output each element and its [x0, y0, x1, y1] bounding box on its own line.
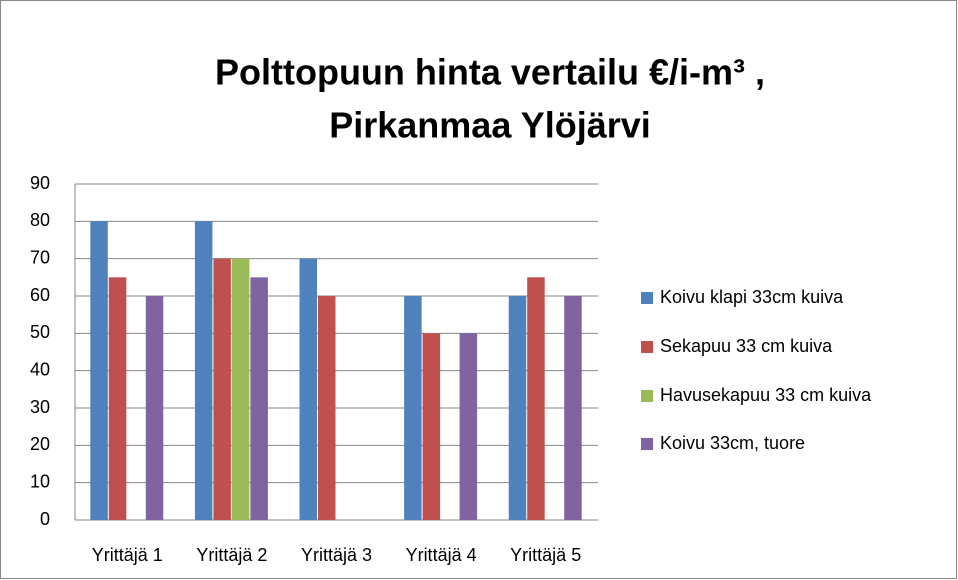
bar	[250, 277, 268, 520]
bar	[213, 258, 231, 520]
legend-label: Koivu 33cm, tuore	[660, 433, 805, 453]
bar	[508, 296, 527, 520]
y-tick-label: 60	[30, 285, 50, 305]
x-tick-label: Yrittäjä 4	[406, 545, 477, 565]
chart-title: Pirkanmaa Ylöjärvi	[329, 105, 651, 146]
x-tick-label: Yrittäjä 3	[301, 545, 372, 565]
bar	[422, 333, 441, 520]
y-tick-label: 40	[30, 359, 50, 379]
y-tick-label: 90	[30, 173, 50, 193]
y-tick-label: 70	[30, 247, 50, 267]
legend-swatch	[641, 390, 653, 402]
legend-label: Koivu klapi 33cm kuiva	[660, 287, 844, 307]
x-tick-label: Yrittäjä 2	[196, 545, 267, 565]
y-tick-label: 20	[30, 434, 50, 454]
bar	[299, 258, 317, 520]
bar	[108, 277, 127, 520]
legend-label: Havusekapuu 33 cm kuiva	[660, 385, 872, 405]
y-tick-label: 0	[40, 509, 50, 529]
bar	[527, 277, 545, 520]
y-tick-label: 80	[30, 210, 50, 230]
x-tick-label: Yrittäjä 1	[92, 545, 163, 565]
x-tick-label: Yrittäjä 5	[510, 545, 581, 565]
bar	[459, 333, 478, 520]
bar	[145, 296, 164, 520]
bar	[90, 221, 108, 521]
y-tick-label: 30	[30, 397, 50, 417]
legend-label: Sekapuu 33 cm kuiva	[660, 336, 833, 356]
bar	[318, 296, 336, 520]
bar	[194, 221, 213, 521]
y-tick-label: 10	[30, 471, 50, 491]
bar	[404, 296, 422, 520]
y-tick-label: 50	[30, 322, 50, 342]
legend-swatch	[641, 341, 653, 353]
bar	[564, 296, 582, 520]
legend-swatch	[641, 438, 653, 450]
legend-swatch	[641, 292, 653, 304]
bar	[231, 258, 250, 520]
chart-title: Polttopuun hinta vertailu €/i-m³ ,	[215, 52, 765, 93]
